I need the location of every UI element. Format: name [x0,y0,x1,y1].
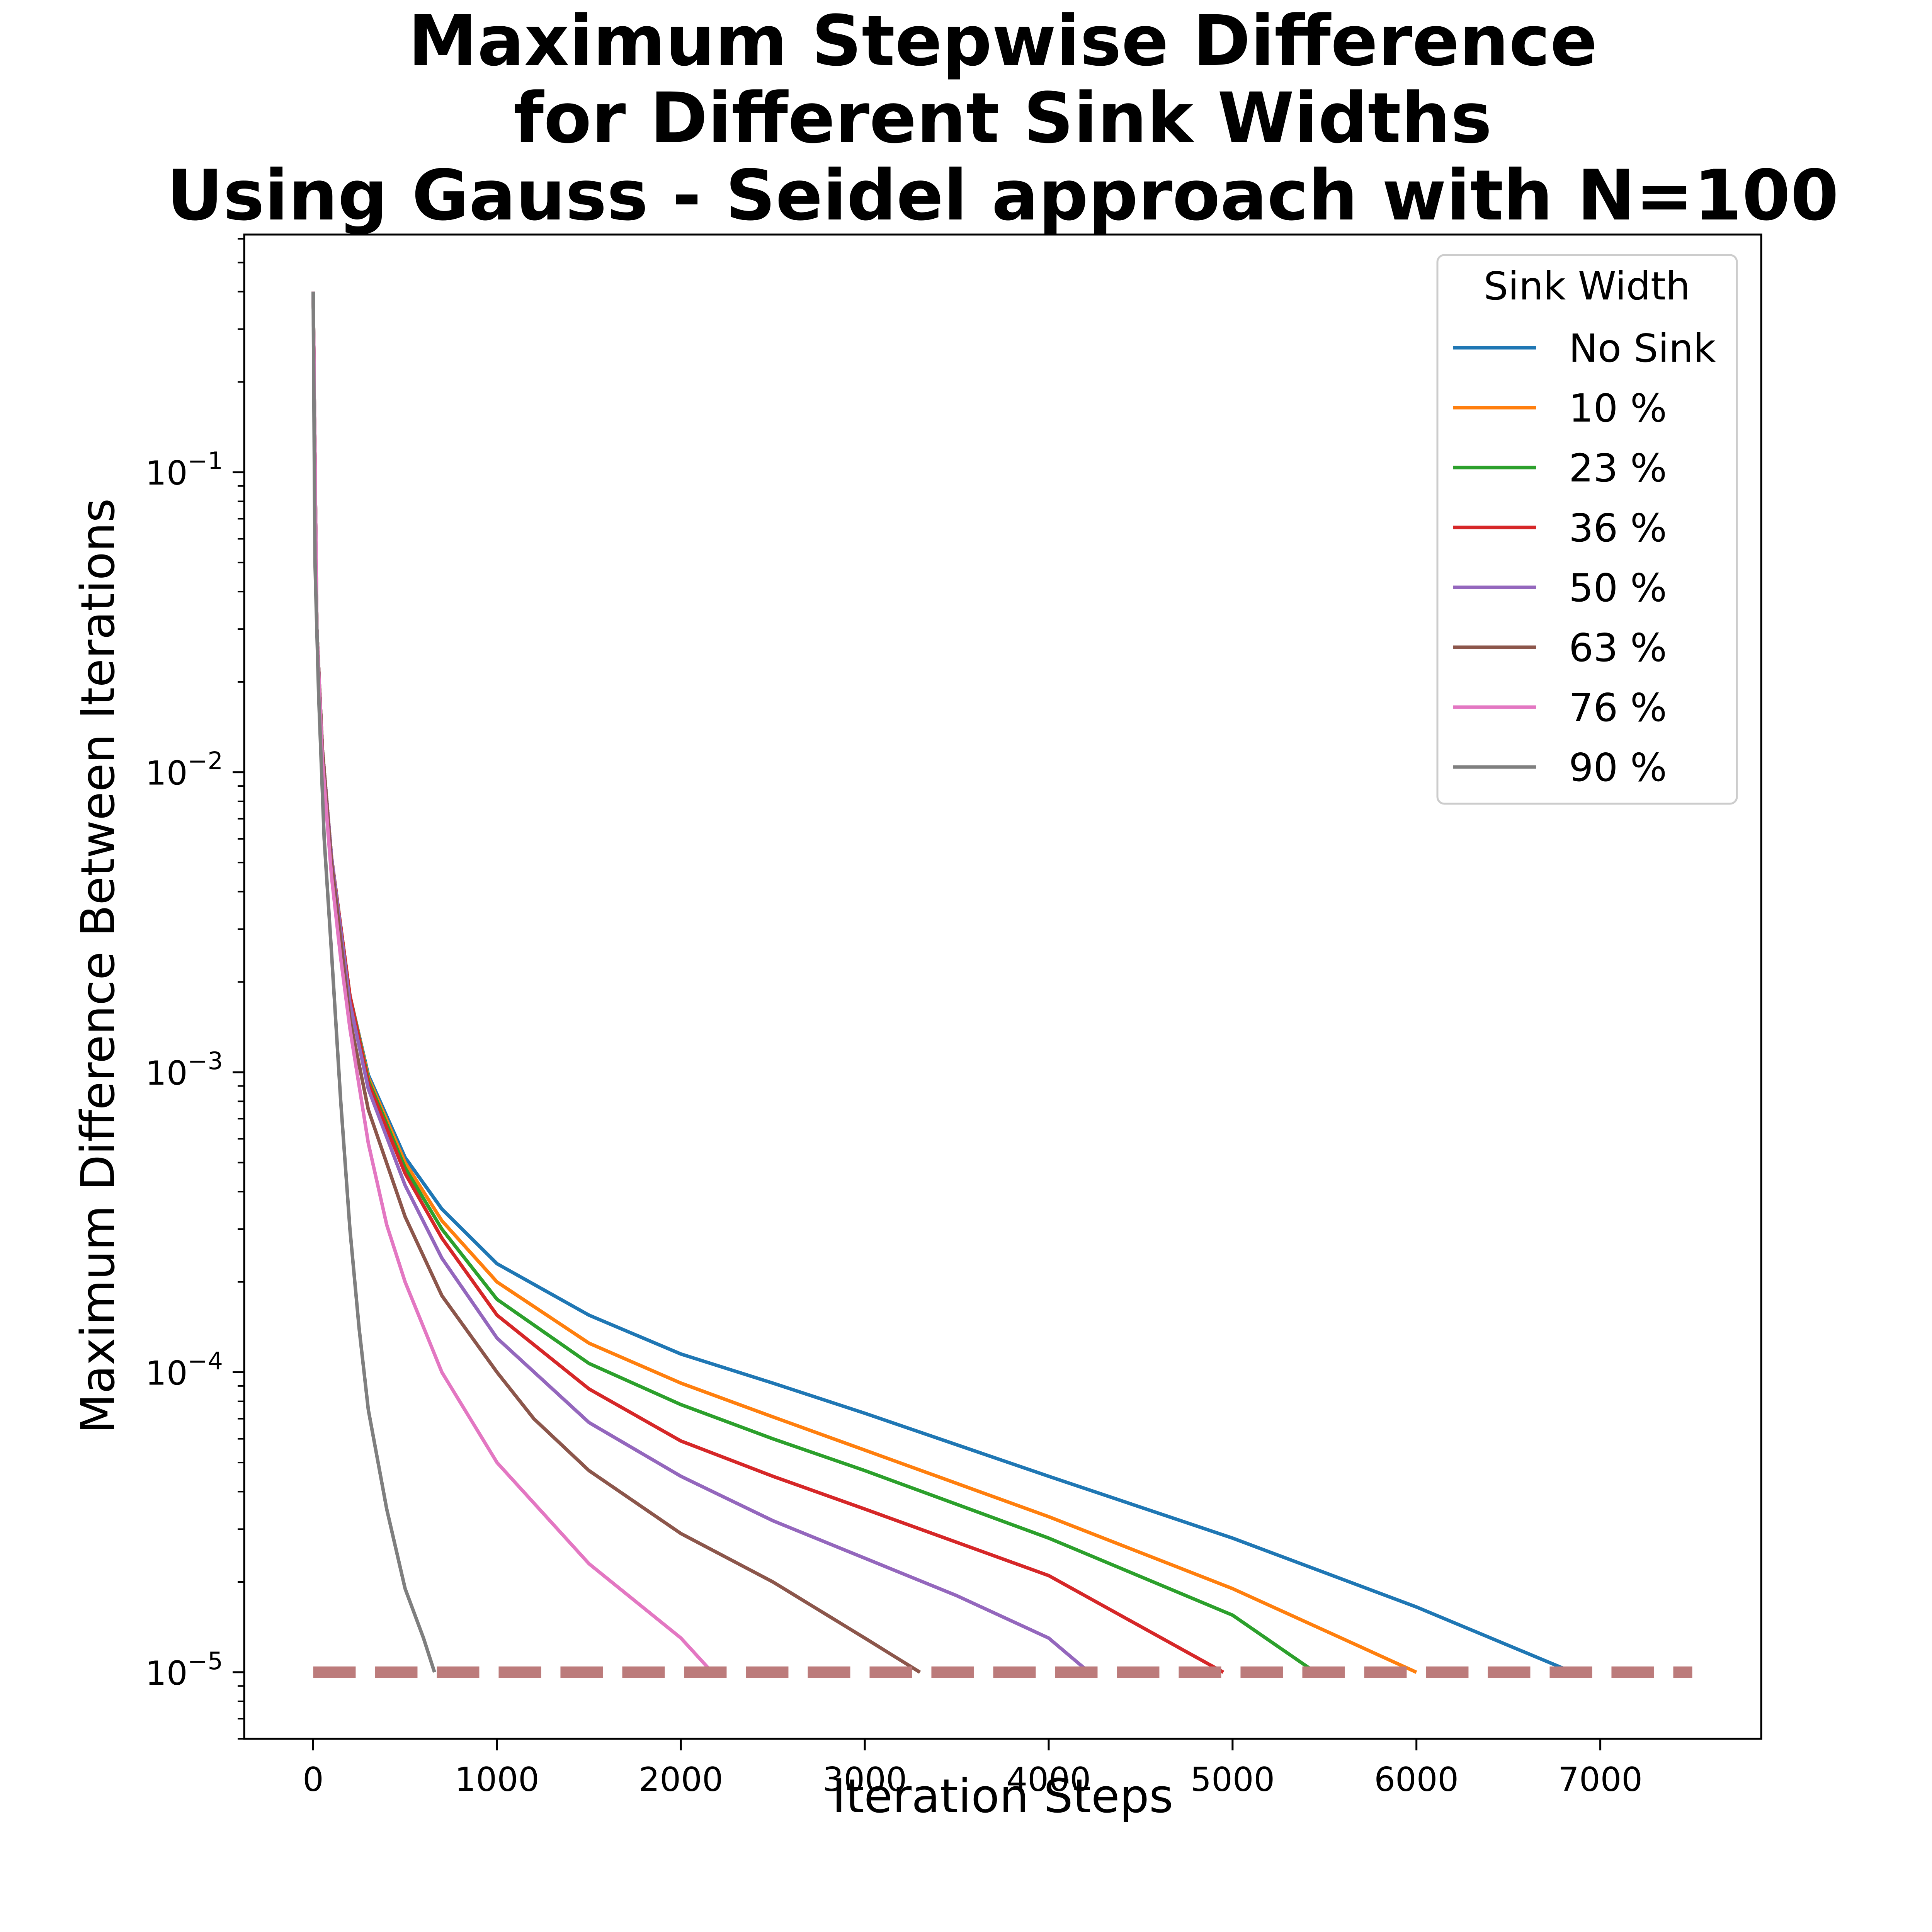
series-line-7 [311,291,436,1673]
legend-title: Sink Width [1484,264,1690,309]
legend-label: 23 % [1569,446,1667,491]
series-line-4 [311,291,1090,1674]
x-tick-label: 0 [303,1760,324,1799]
chart-title-line-2: for Different Sink Widths [514,78,1492,159]
x-tick-label: 4000 [1007,1760,1091,1799]
series-line-2 [311,291,1316,1674]
plot-area [243,233,1762,1740]
legend-label: 76 % [1569,685,1667,730]
x-tick-label: 2000 [639,1760,723,1799]
y-tick-label: 10−2 [145,747,223,793]
legend-box [1436,254,1738,805]
series-line-0 [311,291,1573,1674]
series-line-1 [311,291,1417,1674]
series-line-5 [311,291,921,1674]
x-tick-label: 3000 [823,1760,907,1799]
y-tick-label: 10−4 [145,1347,223,1393]
x-tick-label: 5000 [1190,1760,1275,1799]
chart-title-line-1: Maximum Stepwise Difference [408,1,1597,82]
legend-label: 10 % [1569,386,1667,431]
legend-label: 63 % [1569,625,1667,670]
axes-frame [243,233,1762,1740]
y-tick-label: 10−5 [145,1647,223,1693]
y-axis-label: Maximum Difference Between Iterations [71,498,125,1434]
chart-title: Maximum Stepwise Difference for Differen… [167,1,1839,236]
y-axis-ticks: 10−5 10−4 10−3 10−2 10−1 [145,447,244,1693]
x-axis-ticks: 0 1000 2000 3000 4000 5000 6000 7000 [303,1739,1643,1799]
legend-label: 50 % [1569,565,1667,611]
x-tick-label: 1000 [455,1760,539,1799]
legend: Sink Width No Sink 10 % 23 % 36 % 50 % 63 % 76… [1436,254,1738,805]
y-tick-label: 10−3 [145,1047,223,1093]
series-line-3 [311,291,1225,1674]
legend-label: 36 % [1569,505,1667,551]
legend-items: No Sink 10 % 23 % 36 % 50 % 63 % 76 % 90 % [1453,326,1716,790]
legend-label: 90 % [1569,745,1667,790]
chart-title-line-3: Using Gauss - Seidel approach with N=100 [167,155,1839,236]
x-tick-label: 7000 [1558,1760,1643,1799]
series-line-6 [311,291,714,1673]
x-tick-label: 6000 [1374,1760,1459,1799]
y-axis-minor-ticks [238,238,244,1740]
series-layer [311,291,1573,1674]
x-axis-label: Iteration Steps [832,1770,1173,1823]
y-tick-label: 10−1 [145,447,223,493]
legend-label: No Sink [1569,326,1716,371]
